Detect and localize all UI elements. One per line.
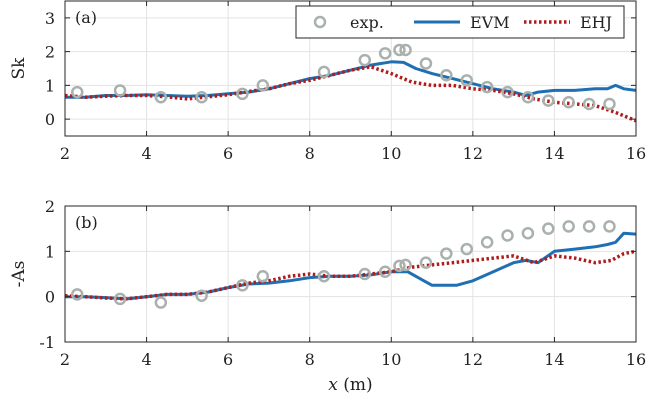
x-tick-label: 2 (60, 350, 70, 369)
data-point-exp (195, 90, 208, 104)
legend-label: EVM (470, 13, 510, 32)
x-tick-label: 6 (223, 350, 233, 369)
y-tick-label: 0 (45, 110, 55, 129)
data-point-exp (317, 65, 331, 79)
x-tick-label: 14 (544, 350, 564, 369)
data-point-exp (501, 85, 514, 99)
legend-label: EHJ (580, 13, 612, 32)
x-axis-label-unit: (m) (338, 375, 373, 395)
x-tick-label: 4 (141, 350, 151, 369)
x-axis-label: x (m) (328, 375, 372, 395)
x-axis-label-var: x (328, 375, 338, 395)
panel-tag: (a) (75, 8, 97, 27)
data-point-exp (582, 97, 596, 111)
data-point-exp (521, 226, 535, 240)
data-point-exp (256, 79, 270, 92)
data-point-exp (603, 220, 616, 233)
x-tick-label: 12 (463, 350, 483, 369)
data-point-exp (480, 236, 494, 249)
data-point-exp (542, 94, 555, 107)
y-axis-label: Sk (9, 57, 29, 80)
data-point-exp (393, 259, 406, 273)
data-point-exp (236, 279, 249, 292)
data-point-exp (542, 222, 555, 235)
x-tick-label: 10 (381, 144, 401, 163)
y-tick-label: 0 (45, 288, 55, 307)
data-point-exp (236, 87, 249, 101)
data-point-exp (419, 57, 433, 70)
y-tick-label: 2 (45, 43, 55, 62)
data-point-exp (70, 85, 84, 99)
x-tick-label: 4 (141, 144, 151, 163)
data-point-exp (317, 270, 331, 283)
y-tick-label: 1 (45, 76, 55, 95)
y-tick-label: 3 (45, 9, 55, 28)
y-tick-label: 2 (45, 197, 55, 216)
data-point-exp (358, 53, 372, 67)
legend: exp. EVM EHJ (295, 5, 625, 39)
data-point-exp (440, 69, 453, 82)
data-point-exp (460, 74, 473, 87)
x-tick-label: 8 (305, 350, 315, 369)
data-point-exp (113, 84, 127, 97)
data-point-exp (521, 90, 535, 104)
data-point-exp (195, 289, 208, 303)
legend-marker-exp (313, 15, 327, 29)
y-tick-label: -1 (39, 333, 55, 352)
data-point-exp (399, 258, 412, 272)
axes-frame (64, 205, 637, 343)
data-point-exp (70, 288, 84, 301)
data-point-exp (378, 265, 392, 278)
data-point-exp (562, 220, 575, 233)
x-tick-label: 6 (223, 144, 233, 163)
x-tick-label: 14 (544, 144, 564, 163)
data-point-exp (460, 242, 473, 256)
data-point-exp (480, 80, 494, 94)
data-point-exp (562, 96, 575, 109)
data-point-exp (113, 292, 127, 306)
data-point-exp (378, 47, 392, 60)
y-tick-label: 1 (45, 242, 55, 261)
x-tick-label: 2 (60, 144, 70, 163)
series-group (65, 43, 636, 123)
data-point-exp (154, 90, 168, 104)
plot-area (65, 206, 636, 342)
data-point-exp (154, 296, 168, 309)
x-tick-label: 16 (626, 144, 646, 163)
series-group (65, 220, 636, 309)
x-tick-label: 12 (463, 144, 483, 163)
x-tick-label: 16 (626, 350, 646, 369)
data-point-exp (393, 43, 406, 57)
series-line-ehj (65, 65, 636, 123)
legend-label: exp. (350, 13, 384, 32)
data-point-exp (603, 97, 616, 111)
x-tick-label: 8 (305, 144, 315, 163)
data-point-exp (501, 229, 514, 242)
data-point-exp (256, 270, 270, 283)
y-axis-label: -As (9, 261, 29, 288)
data-point-exp (358, 267, 372, 281)
panel-tag: (b) (75, 213, 98, 232)
x-tick-label: 10 (381, 350, 401, 369)
data-point-exp (419, 256, 433, 269)
series-line-evm (65, 60, 636, 99)
data-point-exp (440, 247, 453, 260)
axes-frame (64, 0, 637, 137)
data-point-exp (582, 220, 596, 233)
data-point-exp (399, 43, 412, 57)
